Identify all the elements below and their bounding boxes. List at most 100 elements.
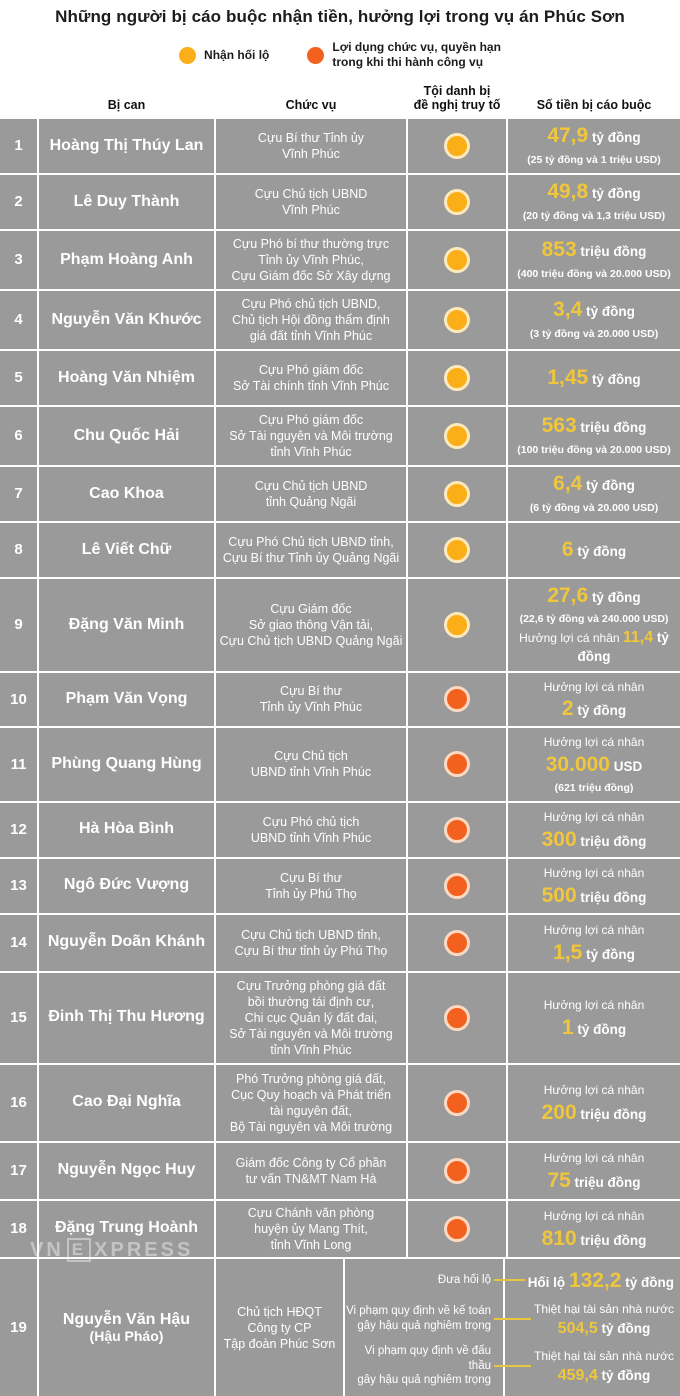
defendant-name-cell: Cao Khoa — [39, 466, 214, 521]
abuse-dot-icon — [444, 1004, 470, 1031]
legend: Nhận hối lộ Lợi dụng chức vụ, quyền hạn … — [0, 38, 680, 72]
header-charge: Tội danh bị đề nghị truy tố — [413, 84, 501, 113]
charge-item: Đưa hối lộ Hối lộ 132,2 tỷ đồng — [345, 1268, 674, 1294]
defendant-name: Chu Quốc Hải — [73, 426, 180, 444]
table-row: 5 Hoàng Văn Nhiệm Cựu Phó giám đốc Sở Tài … — [0, 350, 680, 405]
abuse-dot-icon — [444, 816, 470, 843]
abuse-dot-icon — [444, 686, 470, 713]
bribery-dot-icon — [444, 188, 470, 215]
amount-segment: (100 triệu đồng và 20.000 USD) — [517, 443, 671, 456]
amount-segment: triệu đồng — [576, 889, 647, 905]
amount-segment: tỷ đồng — [588, 130, 641, 146]
defendant-name: Hoàng Văn Nhiệm — [58, 368, 195, 386]
position-cell: Giám đốc Công ty Cổ phần tư vấn TN&MT Na… — [216, 1142, 406, 1199]
amount-segment: Hưởng lợi cá nhân — [543, 866, 645, 881]
bribery-dot-icon — [444, 611, 470, 638]
amount-segment: 500 — [541, 883, 577, 907]
defendant-name-cell: Hà Hòa Bình — [39, 802, 214, 857]
defendant-name: Ngô Đức Vượng — [63, 876, 190, 894]
amount-line: 30.000 USD — [546, 752, 643, 778]
legend-label-abuse: Lợi dụng chức vụ, quyền hạn trong khi th… — [332, 40, 501, 69]
amount-segment: tỷ đồng — [588, 371, 641, 387]
amount-line: Hối lộ 132,2 tỷ đồng — [528, 1268, 674, 1294]
table-row: 17 Nguyễn Ngọc Huy Giám đốc Công ty Cổ phầ… — [0, 1142, 680, 1199]
amount-line: 3,4 tỷ đồng — [553, 297, 635, 323]
amount-segment: tỷ đồng — [582, 478, 635, 494]
amount-cell: Hưởng lợi cá nhân 30.000 USD (621 triệu đồ… — [508, 728, 680, 801]
amount-segment: 47,9 — [547, 124, 589, 148]
abuse-dot-icon — [444, 872, 470, 899]
bribery-dot-icon — [444, 364, 470, 391]
defendant-name: Đặng Văn Minh — [68, 615, 185, 633]
charge-cell — [408, 290, 506, 349]
row-number: 15 — [0, 972, 37, 1063]
defendant-name: Lê Viết Chữ — [81, 540, 172, 558]
charges-and-amounts-cell: Đưa hối lộ Hối lộ 132,2 tỷ đồng Vi phạm qu… — [345, 1258, 680, 1396]
defendant-name: Cao Đại Nghĩa — [72, 1093, 181, 1111]
amount-cell: 47,9 tỷ đồng (25 tỷ đồng và 1 triệu USD) — [508, 118, 680, 173]
row-number: 13 — [0, 858, 37, 913]
bribery-dot-icon — [444, 480, 470, 507]
amount-line: 500 triệu đồng — [542, 883, 647, 909]
row-number: 7 — [0, 466, 37, 521]
row-number: 5 — [0, 350, 37, 405]
charge-cell — [408, 230, 506, 289]
amount-segment: 459,4 — [557, 1366, 598, 1384]
defendant-name-cell: Cao Đại Nghĩa — [39, 1064, 214, 1141]
amount-segment: 3,4 — [553, 298, 583, 322]
amount-segment: (6 tỷ đồng và 20.000 USD) — [529, 501, 659, 514]
defendant-name-cell: Chu Quốc Hải — [39, 406, 214, 465]
amount-line: 563 triệu đồng — [542, 413, 647, 439]
defendant-name: Phùng Quang Hùng — [51, 755, 202, 773]
position-cell: Cựu Phó chủ tịch UBND tỉnh Vĩnh Phúc — [216, 802, 406, 857]
charge-label: Vi phạm quy định về kế toán gây hậu quả … — [346, 1305, 491, 1332]
defendant-name-cell: Nguyễn Văn Khước — [39, 290, 214, 349]
header-amount: Số tiền bị cáo buộc — [536, 98, 652, 113]
amount-line: 1,45 tỷ đồng — [547, 365, 640, 391]
abuse-dot-icon — [444, 1089, 470, 1116]
defendant-name-cell: Đặng Trung Hoành — [39, 1200, 214, 1257]
charge-item: Vi phạm quy định về đấu thầu gây hậu quả… — [345, 1344, 674, 1387]
table-row: 8 Lê Viết Chữ Cựu Phó Chủ tịch UBND tỉnh, … — [0, 522, 680, 577]
defendant-name: Hoàng Thị Thúy Lan — [49, 136, 204, 154]
defendant-name-cell: Nguyễn Doãn Khánh — [39, 914, 214, 971]
amount-segment: tỷ đồng — [597, 1367, 651, 1383]
amount-line: Hưởng lợi cá nhân — [544, 1148, 645, 1168]
bribery-dot-icon — [444, 306, 470, 333]
row-number: 17 — [0, 1142, 37, 1199]
table-row: 3 Phạm Hoàng Anh Cựu Phó bí thư thường trự… — [0, 230, 680, 289]
amount-cell: Hưởng lợi cá nhân 500 triệu đồng — [508, 858, 680, 913]
defendant-name-cell: Phạm Hoàng Anh — [39, 230, 214, 289]
amount-segment: (621 triệu đồng) — [554, 782, 634, 795]
position-cell: Cựu Phó chủ tịch UBND, Chủ tịch Hội đồng… — [216, 290, 406, 349]
amount-cell: 27,6 tỷ đồng (22,6 tỷ đồng và 240.000 USD… — [508, 578, 680, 671]
page-title: Những người bị cáo buộc nhận tiền, hưởng… — [55, 7, 625, 26]
header-position: Chức vụ — [285, 98, 337, 113]
amount-line: Hưởng lợi cá nhân — [544, 995, 645, 1015]
amount-segment: Hưởng lợi cá nhân — [543, 1209, 645, 1224]
amount-segment: 75 — [547, 1168, 571, 1192]
position-cell: Phó Trưởng phòng giá đất, Cục Quy hoạch … — [216, 1064, 406, 1141]
amount-segment: 2 — [561, 697, 574, 721]
table-row: 9 Đặng Văn Minh Cựu Giám đốc Sở giao thông… — [0, 578, 680, 671]
row-number: 18 — [0, 1200, 37, 1257]
amount-segment: 853 — [541, 238, 577, 262]
table-row: 16 Cao Đại Nghĩa Phó Trưởng phòng giá đất,… — [0, 1064, 680, 1141]
amount-segment: 6,4 — [553, 472, 583, 496]
legend-item-abuse: Lợi dụng chức vụ, quyền hạn trong khi th… — [307, 40, 501, 70]
charge-cell — [408, 350, 506, 405]
defendant-name-cell: Phạm Văn Vọng — [39, 672, 214, 727]
amount-segment: 1,45 — [547, 365, 589, 389]
amount-line: Hưởng lợi cá nhân — [544, 732, 645, 752]
defendant-name: Đinh Thị Thu Hương — [48, 1008, 205, 1026]
amount-segment: Hưởng lợi cá nhân — [543, 1083, 645, 1098]
defendant-name: Phạm Hoàng Anh — [60, 250, 193, 268]
amount-line: 810 triệu đồng — [542, 1226, 647, 1252]
table-header-row: Bị can Chức vụ Tội danh bị đề nghị truy … — [0, 84, 680, 119]
amount-line: (20 tỷ đồng và 1,3 triệu USD) — [523, 205, 665, 225]
defendant-name-cell: Hoàng Thị Thúy Lan — [39, 118, 214, 173]
row-number: 10 — [0, 672, 37, 727]
amount-segment: (3 tỷ đồng và 20.000 USD) — [529, 327, 659, 340]
defendant-name-cell: Lê Duy Thành — [39, 174, 214, 229]
position-cell: Cựu Chủ tịch UBND tỉnh Quảng Ngãi — [216, 466, 406, 521]
